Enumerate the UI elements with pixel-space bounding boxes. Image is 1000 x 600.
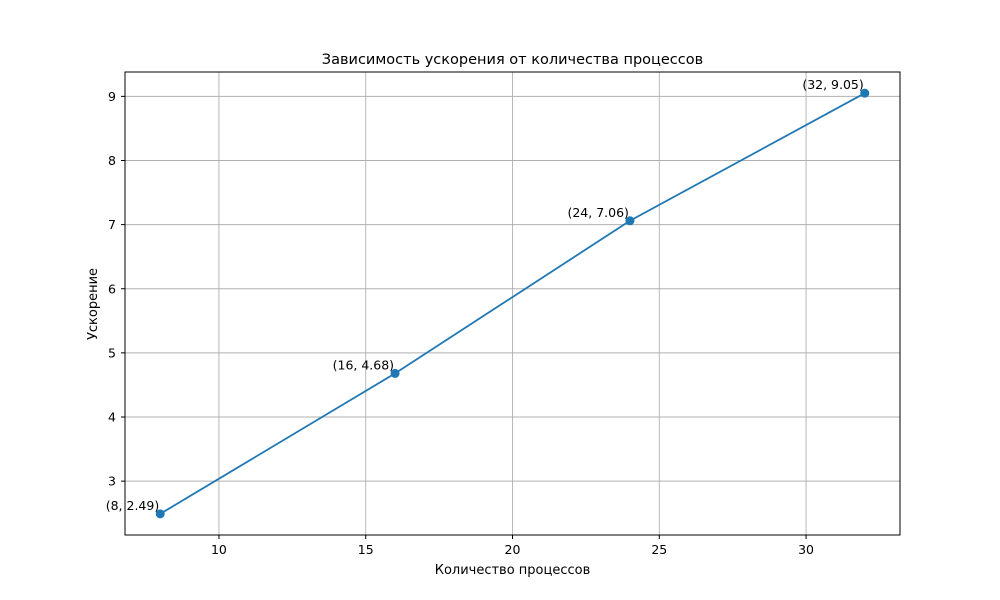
data-label: (16, 4.68) xyxy=(333,357,394,372)
data-point xyxy=(155,509,165,519)
data-label: (32, 9.05) xyxy=(802,77,863,92)
y-tick-label: 9 xyxy=(108,89,116,104)
point-labels: (8, 2.49) (16, 4.68) (24, 7.06) (32, 9.05) xyxy=(106,77,864,513)
x-tick-label: 30 xyxy=(798,542,814,557)
x-tick-label: 15 xyxy=(358,542,374,557)
x-tick-label: 10 xyxy=(211,542,227,557)
y-tick-label: 4 xyxy=(108,410,116,425)
y-tick-label: 7 xyxy=(108,217,116,232)
data-label: (24, 7.06) xyxy=(567,205,628,220)
ticks: 10 15 20 25 30 3 4 5 6 7 8 9 xyxy=(108,89,814,557)
y-axis-label: Ускорение xyxy=(86,268,101,340)
chart-title: Зависимость ускорения от количества проц… xyxy=(322,52,703,68)
x-tick-label: 25 xyxy=(651,542,667,557)
y-tick-label: 5 xyxy=(108,345,116,360)
grid-lines xyxy=(125,72,900,535)
data-point xyxy=(625,216,635,226)
y-tick-label: 6 xyxy=(108,281,116,296)
y-tick-label: 3 xyxy=(108,474,116,489)
data-label: (8, 2.49) xyxy=(106,498,160,513)
data-point xyxy=(860,88,870,98)
data-point xyxy=(390,368,400,378)
y-tick-label: 8 xyxy=(108,153,116,168)
series-line xyxy=(159,92,866,515)
series-layer xyxy=(155,88,870,519)
x-tick-label: 20 xyxy=(505,542,521,557)
x-axis-label: Количество процессов xyxy=(435,563,591,578)
